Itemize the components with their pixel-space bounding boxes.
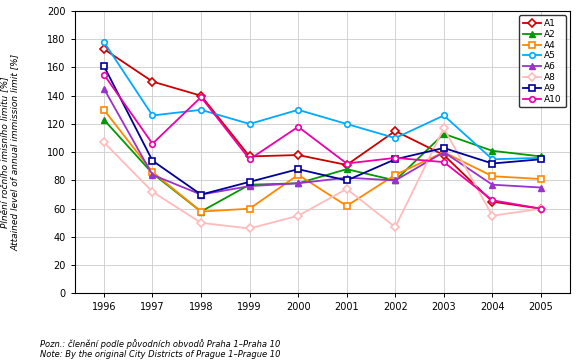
A5 [197,108,204,112]
A9 [343,178,350,183]
A4 [295,173,302,177]
A2 [537,154,544,159]
A5 [537,156,544,160]
A6 [197,192,204,197]
A2 [100,118,107,122]
Line: A4: A4 [101,107,544,214]
A2 [440,132,447,136]
A4 [149,170,156,174]
A10 [343,161,350,166]
A9 [537,157,544,162]
A6 [392,178,399,183]
A1 [392,129,399,133]
A2 [197,209,204,214]
A8 [537,207,544,211]
A5 [392,136,399,140]
Line: A8: A8 [101,125,544,231]
Text: Plnění ročního imisního limitu [%]
Attained level of annual immission limit [%]: Plnění ročního imisního limitu [%] Attai… [1,54,20,251]
A10 [392,156,399,160]
A5 [343,122,350,126]
A1 [489,200,496,204]
A2 [392,178,399,183]
A5 [100,40,107,44]
A4 [392,173,399,177]
A5 [149,113,156,118]
A6 [246,184,253,188]
A1 [343,163,350,167]
A6 [100,86,107,91]
A2 [489,148,496,153]
A9 [295,167,302,171]
Line: A5: A5 [101,39,544,162]
A4 [100,108,107,112]
A2 [149,171,156,176]
A4 [343,204,350,208]
A9 [197,192,204,197]
A8 [100,140,107,144]
A8 [246,226,253,231]
A1 [100,47,107,51]
A5 [295,108,302,112]
A10 [246,157,253,162]
Line: A6: A6 [100,85,544,198]
A4 [537,177,544,181]
A6 [537,185,544,190]
A6 [149,173,156,177]
A4 [440,150,447,154]
A10 [489,198,496,203]
A10 [295,125,302,129]
A10 [440,160,447,164]
A1 [149,79,156,84]
A1 [440,153,447,157]
A8 [392,225,399,229]
A10 [149,142,156,146]
A9 [489,161,496,166]
A9 [246,180,253,184]
A5 [489,157,496,162]
A8 [149,189,156,194]
Line: A2: A2 [100,116,544,215]
Legend: A1, A2, A4, A5, A6, A8, A9, A10: A1, A2, A4, A5, A6, A8, A9, A10 [519,16,565,107]
A1 [197,94,204,98]
A1 [537,207,544,211]
A2 [295,181,302,185]
A5 [246,122,253,126]
A10 [100,72,107,77]
A2 [343,167,350,171]
A9 [440,146,447,150]
A8 [489,213,496,218]
Text: Pozn.: členění podle původních obvodů Praha 1–Praha 10
Note: By the original Cit: Pozn.: členění podle původních obvodů Pr… [40,339,281,359]
A5 [440,113,447,118]
Line: A10: A10 [101,72,544,212]
A8 [343,187,350,191]
A1 [246,154,253,159]
A9 [149,159,156,163]
A6 [295,181,302,185]
A10 [197,95,204,99]
A6 [440,150,447,154]
Line: A1: A1 [101,46,544,212]
A6 [489,183,496,187]
A8 [295,213,302,218]
A9 [392,157,399,162]
A9 [100,64,107,68]
A4 [246,207,253,211]
A4 [489,174,496,178]
Line: A9: A9 [101,63,544,197]
A2 [246,183,253,187]
A1 [295,153,302,157]
A4 [197,209,204,214]
A8 [440,126,447,130]
A10 [537,207,544,211]
A6 [343,175,350,180]
A8 [197,221,204,225]
